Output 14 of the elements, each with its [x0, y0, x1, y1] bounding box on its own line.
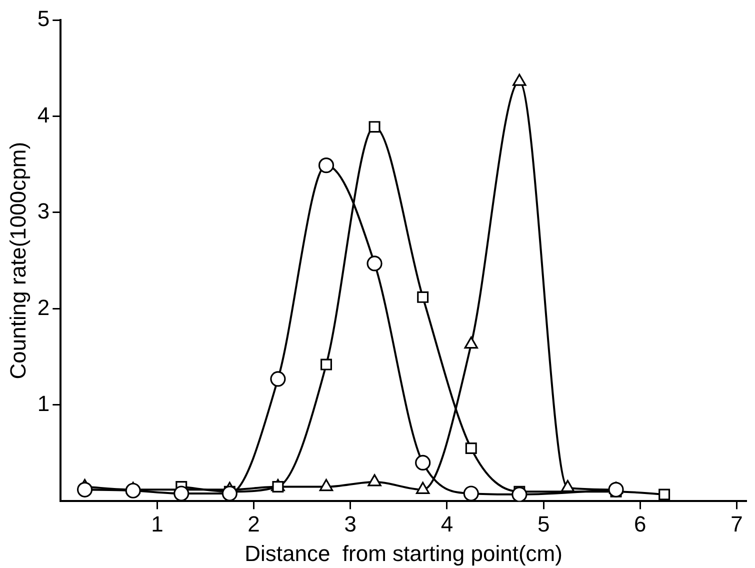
x-axis-title: Distance from starting point(cm) — [244, 540, 562, 566]
x-tick-label: 7 — [730, 511, 743, 536]
x-tick-label: 5 — [537, 511, 550, 536]
x-tick-label: 4 — [440, 511, 454, 536]
x-tick-label: 2 — [248, 511, 260, 536]
x-tick-label: 1 — [151, 511, 164, 536]
y-tick-label: 4 — [37, 102, 50, 128]
y-tick-label: 3 — [37, 198, 50, 224]
y-tick-label: 2 — [37, 294, 50, 320]
y-tick-label: 5 — [37, 6, 50, 32]
y-axis-title: Counting rate(1000cpm) — [5, 142, 30, 380]
y-tick-label: 1 — [37, 391, 50, 416]
x-tick-label: 6 — [634, 511, 646, 536]
x-tick-label: 3 — [344, 511, 357, 536]
